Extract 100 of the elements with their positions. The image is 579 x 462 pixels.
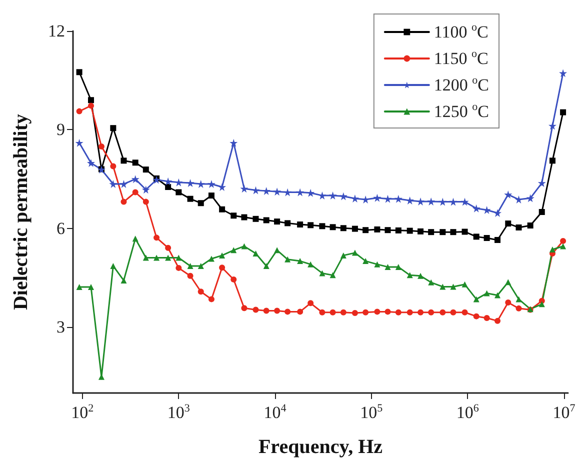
point (373, 194, 382, 202)
point (340, 309, 346, 316)
point (319, 309, 326, 316)
point (473, 234, 480, 240)
point (120, 198, 127, 205)
point (252, 306, 259, 313)
point (362, 309, 369, 316)
point (284, 308, 291, 315)
point (538, 179, 546, 188)
point (538, 209, 545, 215)
point (516, 296, 522, 302)
point (384, 308, 391, 315)
point (274, 218, 280, 225)
point (88, 97, 94, 104)
point (263, 262, 270, 269)
point (494, 318, 501, 324)
point (384, 264, 391, 270)
point (110, 163, 116, 170)
point (230, 212, 237, 219)
point (198, 262, 204, 269)
point (505, 279, 512, 286)
point (384, 194, 392, 203)
point (319, 270, 326, 276)
point (484, 314, 490, 321)
point (504, 190, 512, 199)
point (88, 102, 94, 109)
point (330, 272, 336, 278)
point (308, 300, 314, 306)
point (494, 236, 501, 243)
y-tick-label: 9 (56, 120, 65, 140)
y-tick-label: 3 (56, 318, 65, 337)
point (484, 290, 490, 296)
point (406, 309, 413, 316)
point (176, 254, 182, 261)
point (449, 198, 458, 206)
point (516, 305, 522, 312)
point (384, 227, 391, 234)
point (406, 228, 413, 234)
point (241, 243, 248, 250)
point (472, 204, 480, 212)
point (438, 198, 447, 206)
point (319, 223, 326, 230)
point (284, 220, 291, 226)
point (418, 272, 424, 279)
point (76, 108, 82, 114)
point (142, 198, 149, 205)
point (75, 138, 84, 147)
point (473, 313, 480, 320)
point (176, 189, 182, 196)
point (208, 192, 214, 199)
point (418, 309, 424, 316)
point (131, 175, 140, 184)
point (88, 284, 94, 290)
point (560, 243, 566, 250)
point (165, 254, 172, 261)
point (538, 301, 545, 308)
point (418, 228, 424, 234)
point (330, 224, 336, 230)
point (273, 188, 282, 196)
point (516, 224, 522, 230)
point (120, 277, 127, 284)
point (328, 192, 337, 200)
point (120, 158, 127, 164)
point (263, 217, 270, 224)
point (340, 252, 346, 258)
point (86, 158, 95, 167)
point (110, 262, 116, 269)
point (527, 222, 534, 228)
point (440, 309, 446, 316)
point (241, 305, 248, 312)
point (230, 138, 238, 147)
point (98, 144, 104, 150)
y-axis-title: Dielectric permeability (10, 114, 32, 310)
point (252, 250, 259, 256)
point (340, 225, 346, 232)
point (132, 189, 138, 196)
point (230, 276, 237, 282)
point (462, 309, 468, 316)
x-axis-title: Frequency, Hz (258, 436, 383, 458)
point (187, 272, 194, 279)
point (219, 252, 226, 258)
point (494, 208, 502, 217)
point (352, 226, 358, 232)
point (241, 214, 248, 220)
point (219, 206, 226, 212)
point (427, 197, 436, 206)
point (494, 292, 501, 298)
point (352, 310, 358, 316)
point (374, 226, 380, 232)
point (560, 109, 566, 116)
point (460, 198, 469, 206)
point (176, 264, 182, 271)
point (395, 227, 402, 234)
point (526, 194, 534, 202)
point (450, 284, 456, 290)
point (484, 235, 490, 241)
point (76, 284, 82, 290)
point (186, 179, 194, 188)
point (297, 258, 304, 264)
point (208, 296, 214, 302)
